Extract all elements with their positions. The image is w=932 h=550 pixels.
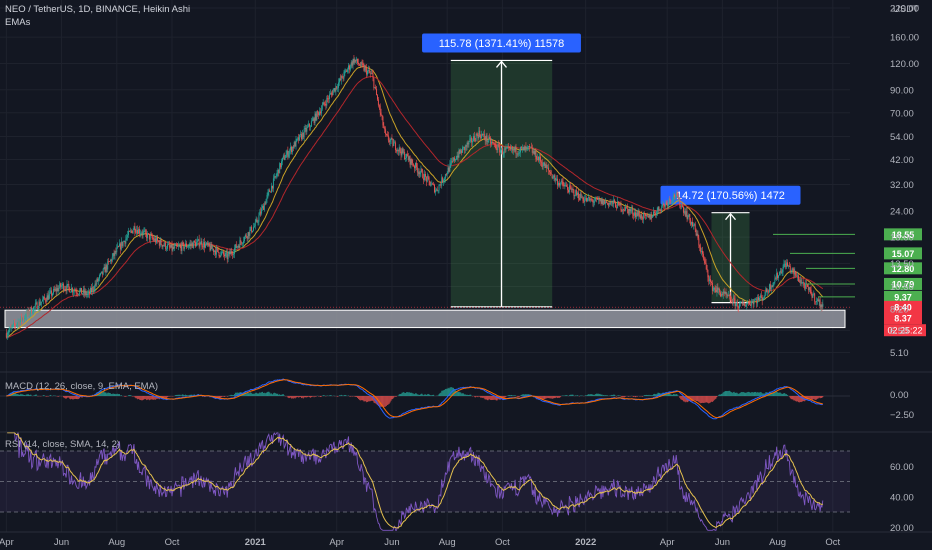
support-zone <box>4 309 846 329</box>
price-tick: 120.00 <box>890 59 919 70</box>
price-tick: 42.00 <box>890 155 914 166</box>
countdown-tag <box>884 324 926 337</box>
time-tick: Aug <box>769 537 786 548</box>
measure-label: 14.72 (170.56%) 1472 <box>676 190 785 202</box>
time-tick: Apr <box>660 537 675 548</box>
price-tag <box>884 228 922 241</box>
price-tick: 220.00 <box>890 3 919 14</box>
time-tick: Jun <box>384 537 399 548</box>
price-tag-label: 9.37 <box>894 292 912 302</box>
time-tick: 2021 <box>245 537 267 548</box>
price-tag-label: 8.37 <box>894 314 912 324</box>
price-tick: 8.20 <box>890 305 909 316</box>
price-tick: 10.50 <box>890 282 914 293</box>
indicator-name: EMAs <box>5 17 31 28</box>
time-tick: Jun <box>54 537 69 548</box>
macd-tick: −2.50 <box>890 410 914 421</box>
countdown: 02:25:22 <box>887 326 922 336</box>
time-tick: Oct <box>165 537 180 548</box>
currency-label: USDT <box>893 4 919 15</box>
price-tick: 5.10 <box>890 348 909 359</box>
price-tag <box>884 300 922 313</box>
price-tag-label: 10.79 <box>892 279 915 289</box>
rsi-tick: 40.00 <box>890 492 914 503</box>
time-axis[interactable]: Apr Jun Aug Oct 2021 Apr Jun Aug Oct 2022 Apr Jun Au… <box>0 537 841 548</box>
time-tick: Jun <box>715 537 730 548</box>
support-rect <box>4 309 846 329</box>
time-tick: Oct <box>495 537 510 548</box>
time-tick: 2022 <box>575 537 596 548</box>
time-tick: Oct <box>825 537 840 548</box>
measure-label-box <box>422 33 581 53</box>
macd-pane: 0.00 −2.50 <box>0 378 914 421</box>
price-tick: 160.00 <box>890 33 919 44</box>
level-lines: 18.55 15.07 12.80 10.79 9.378.40 8.37 02:25:22 <box>0 228 926 337</box>
time-tick: Aug <box>439 537 456 548</box>
price-tag-label: 12.80 <box>892 264 915 274</box>
price-tick: 70.00 <box>890 108 914 119</box>
price-tag-label: 15.07 <box>892 249 915 259</box>
price-tag <box>884 247 922 260</box>
rsi-pane: 60.00 40.00 20.00 <box>0 432 914 534</box>
measure-label-box <box>660 185 801 205</box>
price-tag <box>884 290 922 303</box>
candles <box>5 54 824 340</box>
price-tag <box>884 277 922 290</box>
price-tick: 18.00 <box>890 233 914 244</box>
macd-label: MACD (12, 26, close, 9, EMA, EMA) <box>5 381 158 392</box>
price-tag <box>884 312 922 325</box>
macd-tick: 0.00 <box>890 390 909 401</box>
time-tick: Apr <box>329 537 344 548</box>
price-tick: 13.50 <box>890 259 914 270</box>
measure-label: 115.78 (1371.41%) 11578 <box>439 38 565 50</box>
time-tick: Aug <box>108 537 125 548</box>
price-tag <box>884 262 922 275</box>
price-tick: 54.00 <box>890 132 914 143</box>
rsi-label: RSI (14, close, SMA, 14, 2) <box>5 439 120 450</box>
price-tag-label: 18.55 <box>892 230 915 240</box>
price-tag-label: 8.40 <box>894 302 912 312</box>
measure-boxes: 115.78 (1371.41%) 11578 14.72 (170.56%) 1… <box>422 33 801 308</box>
price-tick: 90.00 <box>890 85 914 96</box>
rsi-tick: 20.00 <box>890 523 914 534</box>
price-tick: 6.50 <box>890 326 909 337</box>
rsi-tick: 60.00 <box>890 462 914 473</box>
price-tick: 32.00 <box>890 180 914 191</box>
grid <box>0 0 850 532</box>
chart-title: NEO / TetherUS, 1D, BINANCE, Heikin Ashi <box>5 4 190 15</box>
time-tick: Apr <box>0 537 14 548</box>
price-axis[interactable]: 220.00 160.00 120.00 90.00 70.00 54.00 42.00 32… <box>0 3 932 533</box>
price-tick: 24.00 <box>890 206 914 217</box>
